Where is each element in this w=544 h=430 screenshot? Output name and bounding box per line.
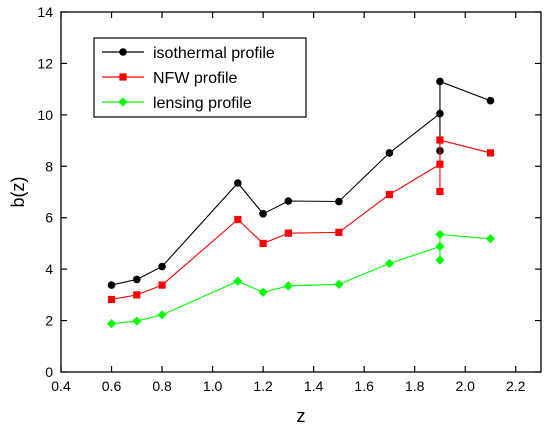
series-square [107,136,495,304]
data-point [485,234,496,244]
data-point [335,197,343,206]
data-point [436,109,444,118]
data-point [385,149,394,157]
legend-box [93,37,307,118]
data-point [234,215,242,224]
data-point [133,291,141,299]
series-layer [106,77,496,329]
legend-marker [119,73,127,81]
plot-area [60,11,542,373]
data-point [486,96,495,105]
data-point [284,229,292,237]
data-point [435,255,445,265]
x-tick-label: 1.8 [405,378,425,394]
y-tick-label: 6 [45,210,53,226]
y-tick-label: 12 [37,55,53,71]
x-tick-label: 1.6 [354,378,374,394]
legend-label: isothermal profile [153,45,275,62]
data-point [132,275,141,284]
plot-frame [60,11,542,373]
data-point [107,295,116,304]
series-diamond [106,229,496,329]
data-point [436,136,444,144]
axis-ticks: 0.4 0.6 0.8 1.0 1.2 1.4 1.6 1.8 2.0 2.2 0 2 4 6 8 10 12 1… [37,4,541,394]
data-point [157,310,167,320]
y-tick-label: 14 [37,4,53,20]
data-point [334,279,344,289]
data-point [283,281,293,291]
data-point [384,258,395,269]
y-tick-label: 8 [45,158,53,174]
data-point [436,187,444,196]
legend-marker [118,97,128,107]
data-point [436,77,444,86]
data-point [158,262,166,271]
x-tick-label: 1.0 [203,378,223,394]
y-tick-label: 0 [45,364,53,380]
legend-marker [119,48,127,56]
data-point [284,197,293,205]
y-axis-title: b(z) [8,177,28,208]
data-point [234,179,242,187]
data-point [436,160,444,168]
x-tick-label: 2.0 [455,378,475,394]
data-point [486,149,495,157]
series-line [111,139,491,301]
data-point [435,229,445,240]
data-point [107,281,116,289]
x-tick-label: 2.2 [506,378,526,394]
legend-label: NFW profile [153,70,238,87]
x-axis-title: z [297,406,306,426]
y-tick-label: 2 [45,313,53,329]
x-tick-label: 0.6 [102,378,122,394]
y-tick-label: 10 [37,107,53,123]
data-point [132,316,142,326]
x-tick-label: 1.2 [253,378,273,394]
x-tick-label: 0.4 [51,378,71,394]
x-tick-label: 1.4 [304,378,324,394]
data-point [258,287,268,297]
data-point [385,190,394,199]
data-point [233,276,243,286]
y-tick-label: 4 [45,261,53,277]
data-point [158,281,166,289]
legend-label: lensing profile [153,95,252,112]
data-point [106,319,117,329]
data-point [335,228,343,236]
data-point [259,239,267,248]
data-point [435,241,445,252]
legend: isothermal profile NFW profile lensing pro… [93,37,307,118]
x-tick-label: 0.8 [152,378,172,394]
data-point [259,210,267,218]
